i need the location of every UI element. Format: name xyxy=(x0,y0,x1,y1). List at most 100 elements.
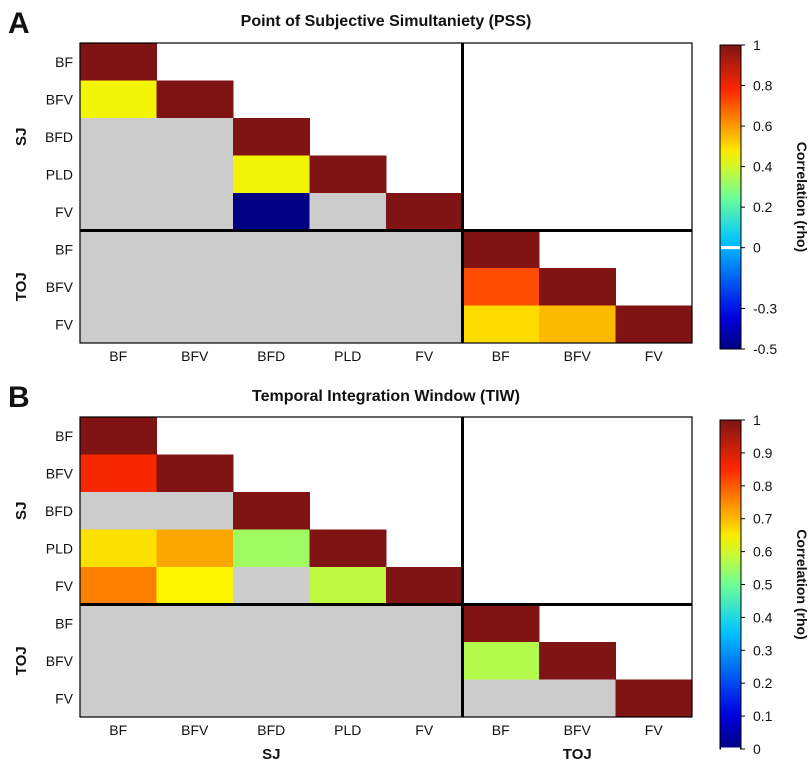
col-group-label: TOJ xyxy=(563,746,592,763)
colorbar-tick-label: 0.9 xyxy=(753,445,773,461)
colorbar-tick-label: 0.3 xyxy=(753,642,773,658)
heatmap-cell xyxy=(309,230,387,269)
heatmap-cell xyxy=(80,43,157,81)
heatmap-cell xyxy=(615,305,693,344)
heatmap-cell xyxy=(156,268,234,306)
heatmap-cell xyxy=(233,305,310,344)
heatmap-cell xyxy=(80,604,157,643)
colorbar-tick-label: 0.4 xyxy=(753,159,773,175)
colorbar-tick-label: 0 xyxy=(753,240,761,256)
heatmap-cell xyxy=(309,604,387,643)
heatmap-cell xyxy=(462,604,540,643)
heatmap-cell xyxy=(80,193,157,231)
chart-title: Temporal Integration Window (TIW) xyxy=(252,388,520,405)
heatmap-cell xyxy=(462,642,540,680)
heatmap-cell xyxy=(156,155,234,194)
row-group-label: SJ xyxy=(13,128,30,146)
heatmap-cell xyxy=(386,230,463,269)
heatmap-cell xyxy=(233,118,310,156)
panel-letter: A xyxy=(8,7,30,40)
colorbar-tick-label: 0.1 xyxy=(753,708,773,724)
colorbar-tick-label: 0.5 xyxy=(753,577,773,593)
heatmap-cell xyxy=(233,230,310,269)
row-tick-label: PLD xyxy=(46,540,73,556)
heatmap-cell xyxy=(309,155,387,194)
heatmap-cell xyxy=(80,155,157,194)
col-tick-label: BFV xyxy=(564,722,592,738)
col-tick-label: BFD xyxy=(257,722,285,738)
colorbar-tick-label: 0.8 xyxy=(753,78,773,94)
col-tick-label: BFD xyxy=(257,348,285,364)
row-tick-label: FV xyxy=(55,204,74,220)
heatmap-cell xyxy=(539,642,616,680)
col-tick-label: BFV xyxy=(181,722,209,738)
heatmap-cell xyxy=(156,305,234,344)
heatmap-cell xyxy=(156,679,234,718)
col-tick-label: BF xyxy=(109,722,127,738)
heatmap-cell xyxy=(80,679,157,718)
heatmap-cell xyxy=(386,567,463,605)
row-tick-label: BFV xyxy=(46,465,74,481)
heatmap-cell xyxy=(309,268,387,306)
heatmap-cell xyxy=(80,529,157,568)
col-tick-label: BFV xyxy=(564,348,592,364)
colorbar-tick-label: 1 xyxy=(753,412,761,428)
heatmap-cell xyxy=(309,642,387,680)
col-tick-label: BFV xyxy=(181,348,209,364)
heatmap-cell xyxy=(156,80,234,119)
row-tick-label: BFV xyxy=(46,653,74,669)
row-tick-label: BFV xyxy=(46,279,74,295)
row-group-label: TOJ xyxy=(13,646,30,675)
heatmap-cell xyxy=(80,417,157,455)
heatmap-cell xyxy=(386,679,463,718)
heatmap-cell xyxy=(309,193,387,231)
row-tick-label: PLD xyxy=(46,166,73,182)
heatmap-cell xyxy=(80,567,157,605)
heatmap-cell xyxy=(539,268,616,306)
heatmap-cell xyxy=(386,268,463,306)
colorbar-tick-label: 0.2 xyxy=(753,199,773,215)
heatmap-cell xyxy=(309,529,387,568)
heatmap-cell xyxy=(309,567,387,605)
col-tick-label: PLD xyxy=(334,722,361,738)
heatmap-cell xyxy=(539,679,616,718)
row-tick-label: FV xyxy=(55,316,74,332)
col-tick-label: FV xyxy=(415,722,434,738)
row-tick-label: BF xyxy=(55,241,73,257)
colorbar-tick-label: 1 xyxy=(753,37,761,53)
heatmap-cell xyxy=(462,230,540,269)
heatmap-cell xyxy=(539,305,616,344)
row-group-label: SJ xyxy=(13,502,30,520)
colorbar-tick-label: 0.7 xyxy=(753,511,773,527)
row-tick-label: BFD xyxy=(45,129,73,145)
heatmap-cell xyxy=(386,642,463,680)
row-group-label: TOJ xyxy=(13,272,30,301)
row-tick-label: FV xyxy=(55,578,74,594)
heatmap-cell xyxy=(386,305,463,344)
colorbar-tick-label: -0.3 xyxy=(753,300,777,316)
colorbar-tick-label: 0.6 xyxy=(753,544,773,560)
col-tick-label: PLD xyxy=(334,348,361,364)
col-tick-label: FV xyxy=(415,348,434,364)
heatmap-cell xyxy=(233,268,310,306)
heatmap-cell xyxy=(233,604,310,643)
heatmap-cell xyxy=(462,679,540,718)
row-tick-label: BFV xyxy=(46,91,74,107)
heatmap-frame xyxy=(79,42,693,344)
heatmap-cell xyxy=(80,454,157,493)
heatmap-cell xyxy=(615,679,693,718)
chart-title: Point of Subjective Simultaniety (PSS) xyxy=(241,13,532,30)
heatmap-cell xyxy=(156,529,234,568)
heatmap-cell xyxy=(462,305,540,344)
heatmap-cell xyxy=(80,230,157,269)
colorbar-tick-label: 0 xyxy=(753,741,761,757)
heatmap-frame xyxy=(79,416,693,718)
heatmap-cell xyxy=(309,679,387,718)
heatmap-cell xyxy=(80,305,157,344)
heatmap-cell xyxy=(386,193,463,231)
colorbar-tick-label: 0.2 xyxy=(753,675,773,691)
row-tick-label: BFD xyxy=(45,503,73,519)
heatmap-cell xyxy=(156,567,234,605)
heatmap-cell xyxy=(156,604,234,643)
